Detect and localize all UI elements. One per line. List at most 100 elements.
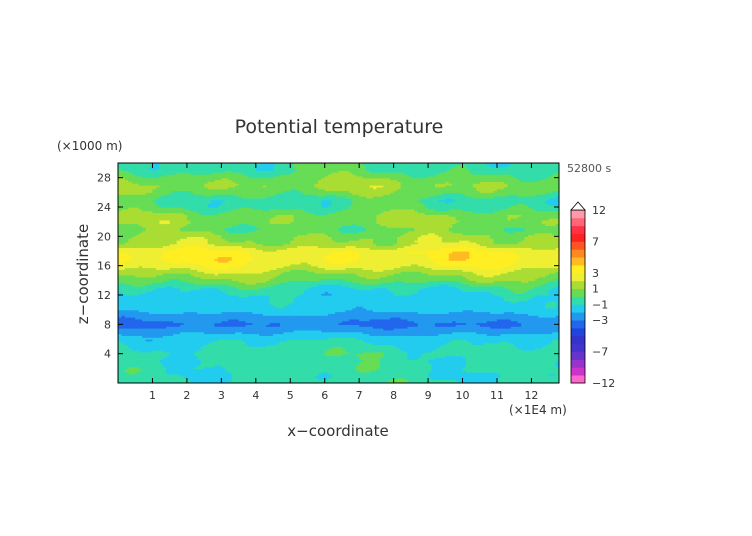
- heatmap-cell: [434, 346, 440, 349]
- heatmap-cell: [393, 368, 398, 371]
- heatmap-cell: [118, 348, 123, 351]
- heatmap-cell: [118, 375, 123, 379]
- heatmap-cell: [193, 366, 198, 369]
- heatmap-cell: [352, 355, 357, 358]
- heatmap-cell: [324, 346, 329, 349]
- heatmap-cell: [359, 346, 364, 349]
- heatmap-cell: [376, 353, 381, 357]
- heatmap-cell: [400, 364, 405, 368]
- heatmap-cell: [366, 377, 371, 380]
- heatmap-cell: [214, 346, 219, 349]
- heatmap-cell: [235, 370, 240, 373]
- heatmap-cell: [545, 348, 550, 351]
- heatmap-cell: [135, 342, 140, 346]
- heatmap-cell: [438, 346, 443, 349]
- heatmap-cell: [273, 379, 278, 382]
- heatmap-cell: [266, 342, 271, 346]
- heatmap-cell: [452, 361, 457, 364]
- heatmap-cell: [541, 359, 546, 362]
- heatmap-cell: [510, 350, 515, 353]
- heatmap-cell: [118, 377, 123, 380]
- heatmap-cell: [348, 373, 353, 377]
- heatmap-cell: [521, 361, 526, 364]
- heatmap-cell: [393, 370, 398, 373]
- heatmap-cell: [307, 355, 312, 358]
- heatmap-cell: [180, 337, 185, 340]
- heatmap-cell: [514, 340, 519, 344]
- heatmap-cell: [359, 353, 364, 357]
- heatmap-cell: [238, 351, 243, 355]
- heatmap-cell: [152, 340, 157, 344]
- heatmap-cell: [400, 368, 405, 371]
- heatmap-cell: [486, 375, 491, 379]
- heatmap-cell: [317, 357, 322, 360]
- heatmap-cell: [317, 346, 322, 349]
- heatmap-cell: [121, 350, 126, 353]
- heatmap-cell: [500, 337, 505, 340]
- heatmap-cell: [242, 337, 247, 340]
- heatmap-cell: [434, 370, 440, 373]
- heatmap-cell: [486, 342, 491, 346]
- heatmap-cell: [372, 366, 377, 369]
- heatmap-cell: [176, 355, 181, 358]
- heatmap-cell: [438, 377, 443, 380]
- heatmap-cell: [341, 357, 346, 360]
- heatmap-cell: [300, 372, 305, 375]
- heatmap-cell: [548, 364, 553, 368]
- heatmap-cell: [231, 377, 236, 380]
- heatmap-cell: [534, 368, 539, 371]
- heatmap-cell: [283, 372, 288, 375]
- heatmap-cell: [503, 344, 508, 347]
- heatmap-cell: [417, 337, 422, 340]
- heatmap-cell: [335, 366, 340, 369]
- heatmap-cell: [541, 339, 546, 342]
- heatmap-cell: [483, 342, 488, 346]
- heatmap-cell: [390, 373, 395, 377]
- heatmap-cell: [331, 337, 336, 340]
- heatmap-cell: [138, 344, 143, 347]
- heatmap-cell: [552, 355, 557, 358]
- heatmap-cell: [221, 368, 226, 371]
- heatmap-cell: [204, 353, 209, 357]
- heatmap-cell: [173, 379, 178, 382]
- heatmap-cell: [496, 359, 502, 362]
- heatmap-cell: [328, 357, 333, 360]
- heatmap-cell: [376, 348, 381, 351]
- heatmap-cell: [242, 357, 247, 360]
- heatmap-cell: [235, 342, 240, 346]
- heatmap-cell: [359, 350, 364, 353]
- heatmap-cell: [434, 357, 440, 360]
- heatmap-cell: [293, 372, 298, 375]
- heatmap-cell: [286, 346, 291, 349]
- heatmap-field: [118, 163, 559, 383]
- heatmap-cell: [297, 340, 302, 344]
- heatmap-cell: [355, 350, 360, 353]
- heatmap-cell: [555, 373, 559, 377]
- heatmap-cell: [142, 346, 147, 349]
- heatmap-cell: [400, 351, 405, 355]
- heatmap-cell: [462, 339, 467, 342]
- heatmap-cell: [524, 377, 529, 380]
- heatmap-cell: [273, 340, 278, 344]
- heatmap-cell: [548, 357, 553, 360]
- heatmap-cell: [514, 366, 519, 369]
- heatmap-cell: [159, 368, 164, 371]
- heatmap-cell: [555, 375, 559, 379]
- heatmap-cell: [186, 340, 191, 344]
- heatmap-cell: [383, 348, 388, 351]
- heatmap-cell: [328, 362, 333, 366]
- heatmap-cell: [465, 351, 471, 355]
- heatmap-cell: [434, 344, 440, 347]
- heatmap-cell: [483, 348, 488, 351]
- heatmap-cell: [459, 375, 464, 379]
- heatmap-cell: [369, 364, 374, 368]
- heatmap-cell: [507, 359, 512, 362]
- heatmap-cell: [273, 366, 278, 369]
- heatmap-cell: [417, 379, 422, 382]
- heatmap-cell: [500, 361, 505, 364]
- heatmap-cell: [393, 337, 398, 340]
- heatmap-cell: [273, 348, 278, 351]
- heatmap-cell: [149, 373, 154, 377]
- heatmap-cell: [345, 381, 350, 383]
- heatmap-cell: [124, 362, 129, 366]
